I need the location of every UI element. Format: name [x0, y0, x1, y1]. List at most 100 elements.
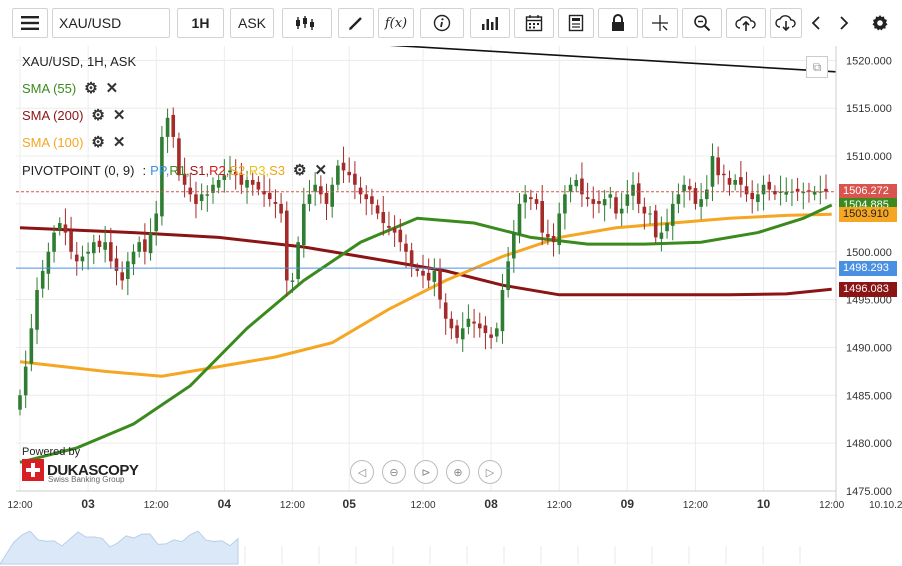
- settings-button[interactable]: [866, 8, 894, 38]
- zoom-in-button[interactable]: ⊕: [446, 460, 470, 484]
- draw-button[interactable]: [338, 8, 374, 38]
- calendar-button[interactable]: [514, 8, 554, 38]
- sma100-settings-gear-icon[interactable]: ⚙: [91, 134, 105, 151]
- zoom-in-icon: ⊕: [453, 466, 463, 479]
- nav-left-button[interactable]: ◁: [350, 460, 374, 484]
- candle: [426, 258, 431, 288]
- lock-button[interactable]: [598, 8, 638, 38]
- popout-button[interactable]: ⧉: [806, 56, 828, 78]
- candle: [120, 261, 124, 290]
- candle-body: [375, 205, 380, 214]
- y-tick-label: 1500.000: [846, 247, 892, 259]
- navigator-overview[interactable]: [0, 516, 836, 565]
- zoom-out-button[interactable]: ⊖: [382, 460, 406, 484]
- candle: [239, 162, 244, 194]
- candle-body: [432, 270, 437, 282]
- menu-button[interactable]: [12, 8, 48, 38]
- upload-button[interactable]: [726, 8, 766, 38]
- pivot-item-label: S2,: [229, 162, 249, 178]
- candle: [330, 177, 334, 218]
- candle-body: [205, 194, 210, 196]
- candle: [262, 174, 266, 207]
- candle: [415, 263, 420, 277]
- price-chart[interactable]: 1520.0001515.0001510.0001505.0001500.000…: [0, 46, 902, 566]
- report-button[interactable]: [558, 8, 594, 38]
- candle-body: [636, 183, 641, 204]
- pivot-item-label: R1,: [169, 162, 190, 178]
- x-tick-label: 03: [81, 497, 95, 511]
- candle-body: [739, 177, 743, 185]
- sma55-close-icon[interactable]: ✕: [105, 80, 119, 97]
- candle-body: [580, 178, 584, 195]
- candle-body: [222, 175, 227, 180]
- candle: [222, 159, 227, 193]
- candle-body: [284, 210, 289, 281]
- timeframe-selector[interactable]: 1H: [177, 8, 224, 38]
- sma100-close-icon[interactable]: ✕: [112, 134, 126, 151]
- report-icon: [568, 14, 584, 32]
- candle-body: [670, 203, 675, 226]
- chart-area[interactable]: 1520.0001515.0001510.0001505.0001500.000…: [0, 46, 902, 566]
- sma55-settings-gear-icon[interactable]: ⚙: [84, 80, 98, 97]
- x-tick-label: 12:00: [144, 500, 169, 511]
- instrument-selector[interactable]: XAU/USD: [52, 8, 170, 38]
- candle: [137, 236, 141, 258]
- legend-title-text: XAU/USD, 1H, ASK: [22, 54, 137, 69]
- reset-zoom-button[interactable]: ⊳: [414, 460, 438, 484]
- candle-body: [29, 328, 34, 364]
- candle: [636, 172, 641, 214]
- candle-body: [23, 366, 28, 396]
- legend-sma200: SMA (200) ⚙ ✕: [22, 106, 125, 124]
- candle: [812, 185, 817, 201]
- bars-button[interactable]: [470, 8, 510, 38]
- sma200-close-icon[interactable]: ✕: [112, 107, 126, 124]
- price-tag: 1498.293: [839, 260, 897, 276]
- candle-body: [455, 325, 459, 338]
- candle: [642, 197, 647, 230]
- pivot-settings-gear-icon[interactable]: ⚙: [293, 162, 307, 179]
- candle-body: [160, 136, 164, 217]
- chart-type-button[interactable]: [282, 8, 332, 38]
- candle-body: [574, 179, 579, 187]
- candle-body: [398, 229, 403, 243]
- candle: [279, 192, 283, 223]
- x-tick-label: 12:00: [547, 500, 572, 511]
- candle: [602, 189, 607, 222]
- candle: [387, 211, 391, 236]
- nav-right-button[interactable]: ▷: [478, 460, 502, 484]
- fx-icon: f(x): [384, 15, 408, 31]
- legend-pivotpoint: PIVOTPOINT (0, 9) : PP,R1,S1,R2,S2,R3,S3…: [22, 161, 327, 179]
- candle: [228, 156, 232, 180]
- candle-body: [165, 117, 170, 137]
- download-button[interactable]: [770, 8, 802, 38]
- candle-body: [409, 250, 414, 267]
- info-button[interactable]: [420, 8, 464, 38]
- crosshair-button[interactable]: [642, 8, 678, 38]
- zoom-button[interactable]: [682, 8, 722, 38]
- triangle-left-icon: ◁: [357, 466, 367, 479]
- candle: [109, 227, 113, 269]
- scroll-right-button[interactable]: [832, 8, 856, 38]
- candle-body: [602, 199, 607, 206]
- scroll-left-button[interactable]: [804, 8, 828, 38]
- timeframe-label: 1H: [191, 15, 210, 31]
- candle: [35, 277, 39, 345]
- candle: [52, 225, 56, 263]
- side-selector[interactable]: ASK: [230, 8, 274, 38]
- candle: [91, 234, 96, 265]
- candle: [682, 175, 686, 208]
- candle-body: [710, 156, 715, 187]
- candle: [199, 183, 204, 211]
- candle-body: [744, 186, 749, 195]
- sma200-settings-gear-icon[interactable]: ⚙: [91, 107, 105, 124]
- candle-body: [199, 194, 204, 202]
- brand-logo[interactable]: DUKASCOPY: [22, 459, 139, 481]
- candle: [438, 258, 442, 309]
- pivot-close-icon[interactable]: ✕: [314, 162, 328, 179]
- candle-body: [279, 203, 283, 214]
- candle: [148, 218, 153, 261]
- candle-body: [773, 190, 777, 195]
- candle: [597, 190, 601, 214]
- indicators-button[interactable]: f(x): [378, 8, 414, 38]
- candle: [540, 184, 544, 246]
